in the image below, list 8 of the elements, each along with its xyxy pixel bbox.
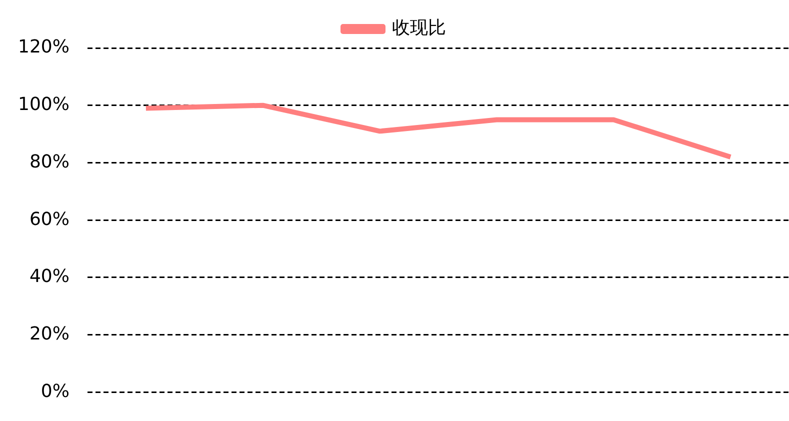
y-tick-label: 120% — [18, 36, 70, 58]
y-tick-label: 80% — [29, 151, 70, 172]
legend-label: 收现比 — [392, 18, 446, 39]
y-tick-label: 60% — [29, 208, 70, 230]
y-tick-label: 40% — [29, 266, 70, 288]
y-tick-label: 20% — [29, 324, 70, 345]
y-tick-label: 100% — [18, 94, 70, 116]
y-tick-label: 0% — [40, 380, 70, 402]
